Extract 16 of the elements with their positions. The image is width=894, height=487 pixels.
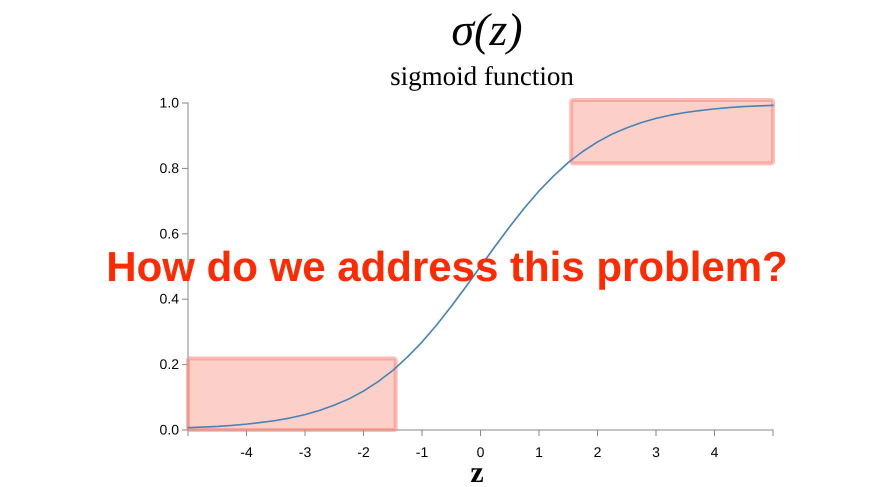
x-tick-label: 2 (594, 444, 602, 460)
chart-title: σ(z) (451, 4, 523, 55)
x-tick-label: -1 (416, 444, 428, 460)
y-tick-label: 1.0 (160, 94, 180, 110)
y-tick-label: 0.2 (160, 356, 180, 372)
x-tick-label: -3 (298, 444, 312, 460)
x-tick-label: -2 (357, 444, 370, 460)
y-tick-label: 0.4 (160, 290, 180, 307)
x-tick-label: -4 (240, 444, 253, 460)
y-tick-label: 0.6 (160, 225, 180, 242)
x-tick-label: 4 (710, 444, 719, 460)
chart-subtitle: sigmoid function (390, 61, 574, 91)
y-tick-label: 0.8 (160, 160, 180, 176)
x-tick-label: 3 (652, 444, 660, 460)
x-tick-label: 1 (535, 444, 544, 460)
y-tick-label: 0.0 (160, 421, 180, 438)
